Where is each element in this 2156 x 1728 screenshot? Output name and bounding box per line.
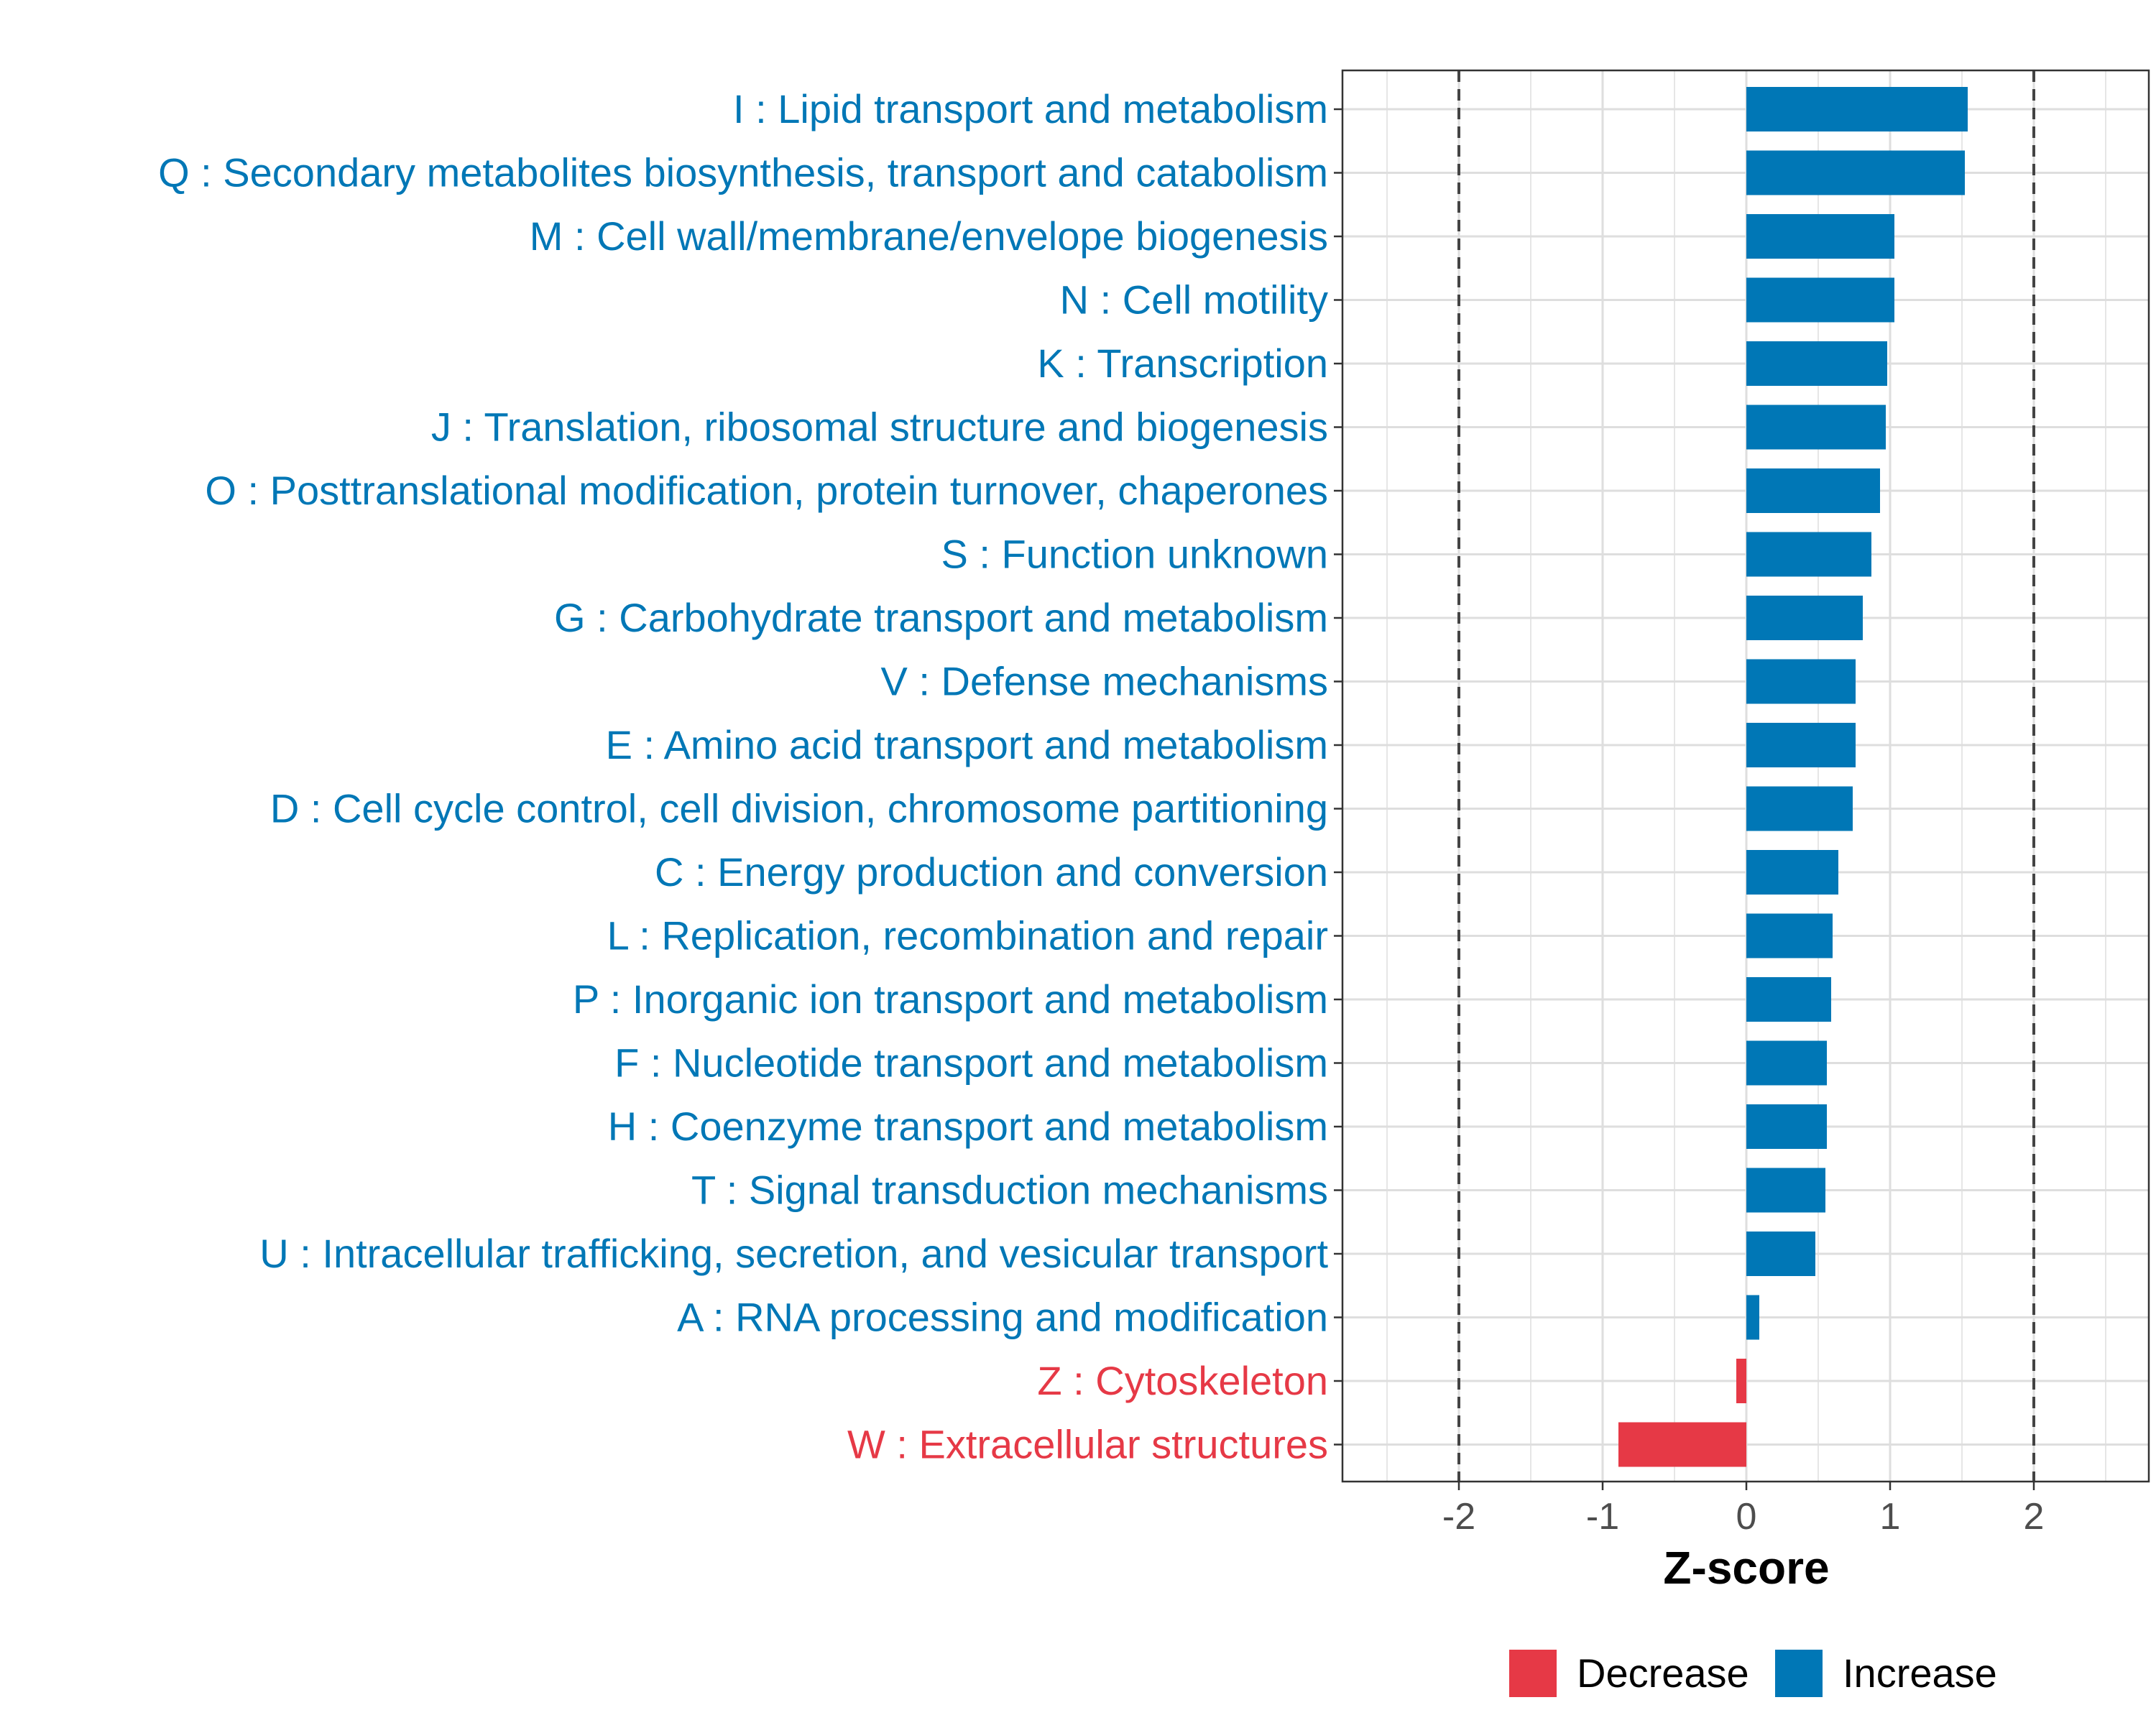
category-label: N : Cell motility — [1060, 277, 1328, 323]
category-label: I : Lipid transport and metabolism — [733, 86, 1328, 131]
bar-increase — [1746, 850, 1838, 895]
category-label: D : Cell cycle control, cell division, c… — [270, 786, 1328, 831]
category-label: Q : Secondary metabolites biosynthesis, … — [158, 150, 1328, 195]
bar-decrease — [1736, 1359, 1746, 1403]
category-label: O : Posttranslational modification, prot… — [205, 468, 1328, 513]
bar-increase — [1746, 150, 1965, 195]
bar-increase — [1746, 596, 1863, 640]
category-label: M : Cell wall/membrane/envelope biogenes… — [530, 213, 1328, 259]
category-label: F : Nucleotide transport and metabolism — [614, 1040, 1328, 1086]
category-label: W : Extracellular structures — [847, 1422, 1328, 1467]
x-tick-label: -2 — [1442, 1496, 1475, 1538]
bar-increase — [1746, 1040, 1827, 1086]
x-tick-label: 2 — [2024, 1496, 2045, 1538]
bar-increase — [1746, 977, 1831, 1022]
category-label: A : RNA processing and modification — [677, 1295, 1328, 1340]
bar-increase — [1746, 659, 1856, 704]
category-label: L : Replication, recombination and repai… — [607, 913, 1328, 958]
bar-increase — [1746, 277, 1894, 323]
category-label: H : Coenzyme transport and metabolism — [608, 1104, 1328, 1149]
category-label: V : Defense mechanisms — [881, 659, 1328, 704]
bar-increase — [1746, 214, 1894, 259]
category-label: G : Carbohydrate transport and metabolis… — [554, 595, 1328, 640]
x-tick-label: -1 — [1586, 1496, 1619, 1538]
category-label: T : Signal transduction mechanisms — [691, 1168, 1328, 1213]
bar-increase — [1746, 405, 1886, 450]
bar-increase — [1746, 786, 1853, 831]
bar-increase — [1746, 87, 1968, 131]
bar-increase — [1746, 532, 1871, 577]
category-label: U : Intracellular trafficking, secretion… — [259, 1231, 1328, 1276]
x-axis-title: Z-score — [1663, 1542, 1829, 1594]
legend-label: Increase — [1843, 1650, 1997, 1696]
category-label: E : Amino acid transport and metabolism — [606, 722, 1328, 767]
bar-increase — [1746, 913, 1833, 958]
bar-increase — [1746, 468, 1880, 513]
category-label: P : Inorganic ion transport and metaboli… — [573, 976, 1328, 1022]
category-label: S : Function unknown — [941, 532, 1328, 577]
bar-increase — [1746, 1232, 1815, 1276]
x-tick-label: 1 — [1880, 1496, 1901, 1538]
bar-increase — [1746, 341, 1887, 386]
bar-decrease — [1618, 1422, 1746, 1467]
bar-increase — [1746, 1104, 1827, 1149]
x-tick-label: 0 — [1736, 1496, 1757, 1538]
legend-key-increase — [1775, 1650, 1823, 1697]
category-label: J : Translation, ribosomal structure and… — [431, 405, 1328, 450]
bar-increase — [1746, 1295, 1759, 1340]
category-label: K : Transcription — [1037, 341, 1328, 386]
category-label: C : Energy production and conversion — [655, 849, 1328, 895]
legend-key-decrease — [1509, 1650, 1557, 1697]
legend-label: Decrease — [1577, 1650, 1749, 1696]
category-label: Z : Cytoskeleton — [1037, 1358, 1328, 1403]
bar-increase — [1746, 1168, 1825, 1213]
bar-increase — [1746, 723, 1856, 767]
